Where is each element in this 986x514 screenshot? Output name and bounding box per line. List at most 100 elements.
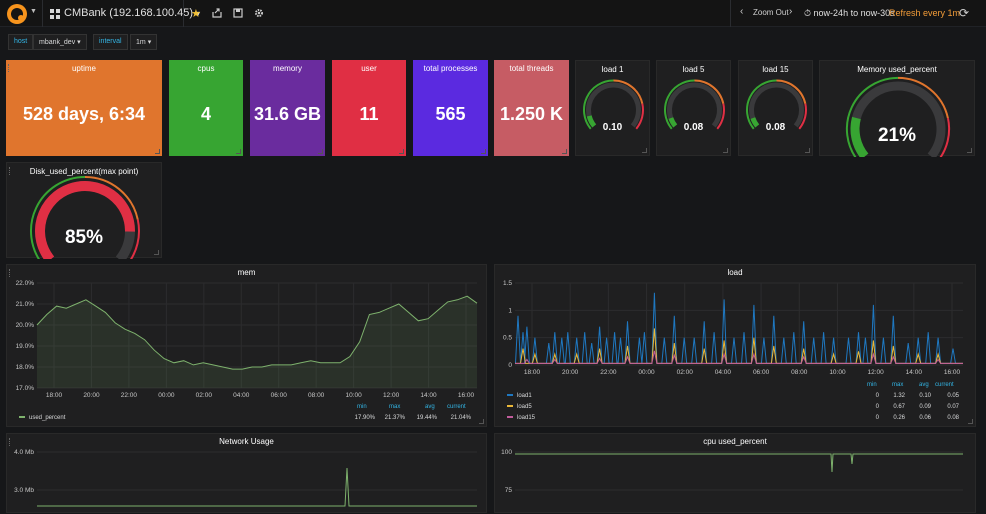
legend-header-avg: avg [425,404,435,410]
legend-series-name: load1 [517,393,532,399]
gauge-value-arc [850,116,869,157]
grafana-logo-icon[interactable] [7,4,27,24]
refresh-interval[interactable]: Refresh every 1m [889,8,961,18]
x-tick-label: 16:00 [458,392,475,399]
gauge-threshold-ok [664,79,695,130]
x-tick-label: 16:00 [944,369,961,376]
x-tick-label: 00:00 [158,392,175,399]
legend-series-load5[interactable]: load5 [507,404,532,410]
gauge-panel-memory-used-percent[interactable]: Memory used_percent 21% [819,60,975,157]
variable-select-host[interactable]: mbank_dev ▾ [33,34,87,50]
gauge-track [586,82,641,128]
y-tick-label: 100 [501,449,512,456]
resize-handle[interactable] [481,149,486,154]
x-tick-label: 02:00 [196,392,213,399]
variable-caret: ▾ [77,39,81,46]
clock-icon: ⏱ [804,8,812,18]
legend-value-max: 1.32 [893,393,905,399]
variable-label-interval: interval [93,34,128,50]
stat-panel-total-processes[interactable]: total processes 565 [413,60,488,156]
legend-value-current: 0.08 [947,415,959,421]
network-chart: 4.0 Mb3.0 Mb2.0 Mb [14,449,477,507]
gauge-panel-load1[interactable]: load 1 0.10 [575,60,650,156]
graph-panel-cpu-used-percent[interactable]: cpu used_percent 1007550 [494,433,976,513]
legend-value-min: 0 [875,393,879,399]
legend-value-min: 17.90% [354,415,375,421]
gauge-threshold-warn [694,79,725,104]
refresh-icon[interactable]: ⟳ [959,6,970,20]
y-tick-label: 1 [508,307,512,314]
resize-handle[interactable] [318,149,323,154]
settings-icon[interactable] [254,8,264,21]
stat-panel-cpus[interactable]: cpus 4 [169,60,243,156]
time-range-picker[interactable]: ⏱ now-24h to now-30s [804,8,895,19]
legend-series-load1[interactable]: load1 [507,393,532,399]
dashboard-title-button[interactable]: CMBank (192.168.100.45) ▾ [64,7,200,19]
graph-panel-mem[interactable]: mem 22.0% 21.0% 20.0% 19.0% 18.0% 17.0% 18:00 2… [6,264,487,427]
star-icon[interactable]: ★ [191,8,201,20]
resize-handle[interactable] [399,149,404,154]
save-icon[interactable] [233,8,243,21]
chevron-right-icon[interactable]: › [789,6,793,17]
drag-handle[interactable] [8,64,9,72]
legend-value-max: 0.67 [893,404,905,410]
stat-value: 11 [359,104,379,124]
legend-series-load15[interactable]: load15 [507,415,535,421]
legend-value-max: 21.37% [384,415,405,421]
gauge-panel-load5[interactable]: load 5 0.08 [656,60,731,156]
drag-handle[interactable] [9,438,10,446]
resize-handle[interactable] [479,419,484,424]
x-tick-label: 04:00 [233,392,250,399]
gauge-panel-disk-used-percent[interactable]: Disk_used_percent(max point) 85% [6,162,162,259]
stat-value: 565 [435,104,466,124]
legend-value-current: 21.04% [450,415,471,421]
resize-handle[interactable] [154,250,159,255]
resize-handle[interactable] [562,149,567,154]
gauge-value-arc [668,117,678,128]
legend-series-used-percent[interactable]: used_percent [19,415,65,421]
stat-panel-user[interactable]: user 11 [332,60,406,156]
stat-panel-memory[interactable]: memory 31.6 GB [250,60,325,156]
chevron-left-icon[interactable]: ‹ [740,6,744,17]
gauge-panel-load15[interactable]: load 15 0.08 [738,60,813,156]
dashboard-grid-icon [50,9,60,19]
gauge-threshold-crit [716,103,725,130]
resize-handle[interactable] [236,149,241,154]
gauge-svg [746,79,807,130]
drag-handle[interactable] [9,167,10,175]
y-tick-label: 19.0% [16,343,35,350]
x-tick-label: 10:00 [345,392,362,399]
legend-header-max: max [389,404,401,410]
stat-title: total threads [509,64,554,73]
x-tick-label: 12:00 [383,392,400,399]
variable-caret: ▾ [147,39,152,46]
divider [42,0,43,27]
graph-panel-network-usage[interactable]: Network Usage 4.0 Mb3.0 Mb2.0 Mb [6,433,487,513]
cpu-chart: 1007550 [501,449,963,494]
resize-handle[interactable] [805,148,810,153]
menu-caret-icon[interactable]: ▼ [30,8,37,15]
resize-handle[interactable] [155,149,160,154]
resize-handle[interactable] [967,148,972,153]
graph-panel-load[interactable]: load 1.5 1 0.5 0 18:00 20:00 22:00 00:00 02:00 04… [494,264,976,427]
gauge-value: 21% [877,125,917,146]
share-icon[interactable] [212,8,222,21]
variable-select-interval[interactable]: 1m ▾ [130,34,158,50]
x-tick-label: 12:00 [867,369,884,376]
resize-handle[interactable] [968,419,973,424]
legend-value-max: 0.26 [893,415,905,421]
y-tick-label: 17.0% [16,385,35,392]
x-tick-label: 22:00 [600,369,617,376]
series-line-load1 [514,292,964,364]
resize-handle[interactable] [642,148,647,153]
gauge-title: load 15 [762,65,789,74]
drag-handle[interactable] [9,269,10,277]
gauge-title: load 5 [682,65,705,74]
stat-panel-uptime[interactable]: uptime 528 days, 6:34 [6,60,162,156]
gauge-threshold-ok [30,176,86,259]
zoom-out-button[interactable]: Zoom Out [753,8,789,17]
stat-panel-total-threads[interactable]: total threads 1.250 K [494,60,569,156]
resize-handle[interactable] [723,148,728,153]
gauge-title: Disk_used_percent(max point) [29,167,139,176]
x-tick-label: 20:00 [562,369,579,376]
